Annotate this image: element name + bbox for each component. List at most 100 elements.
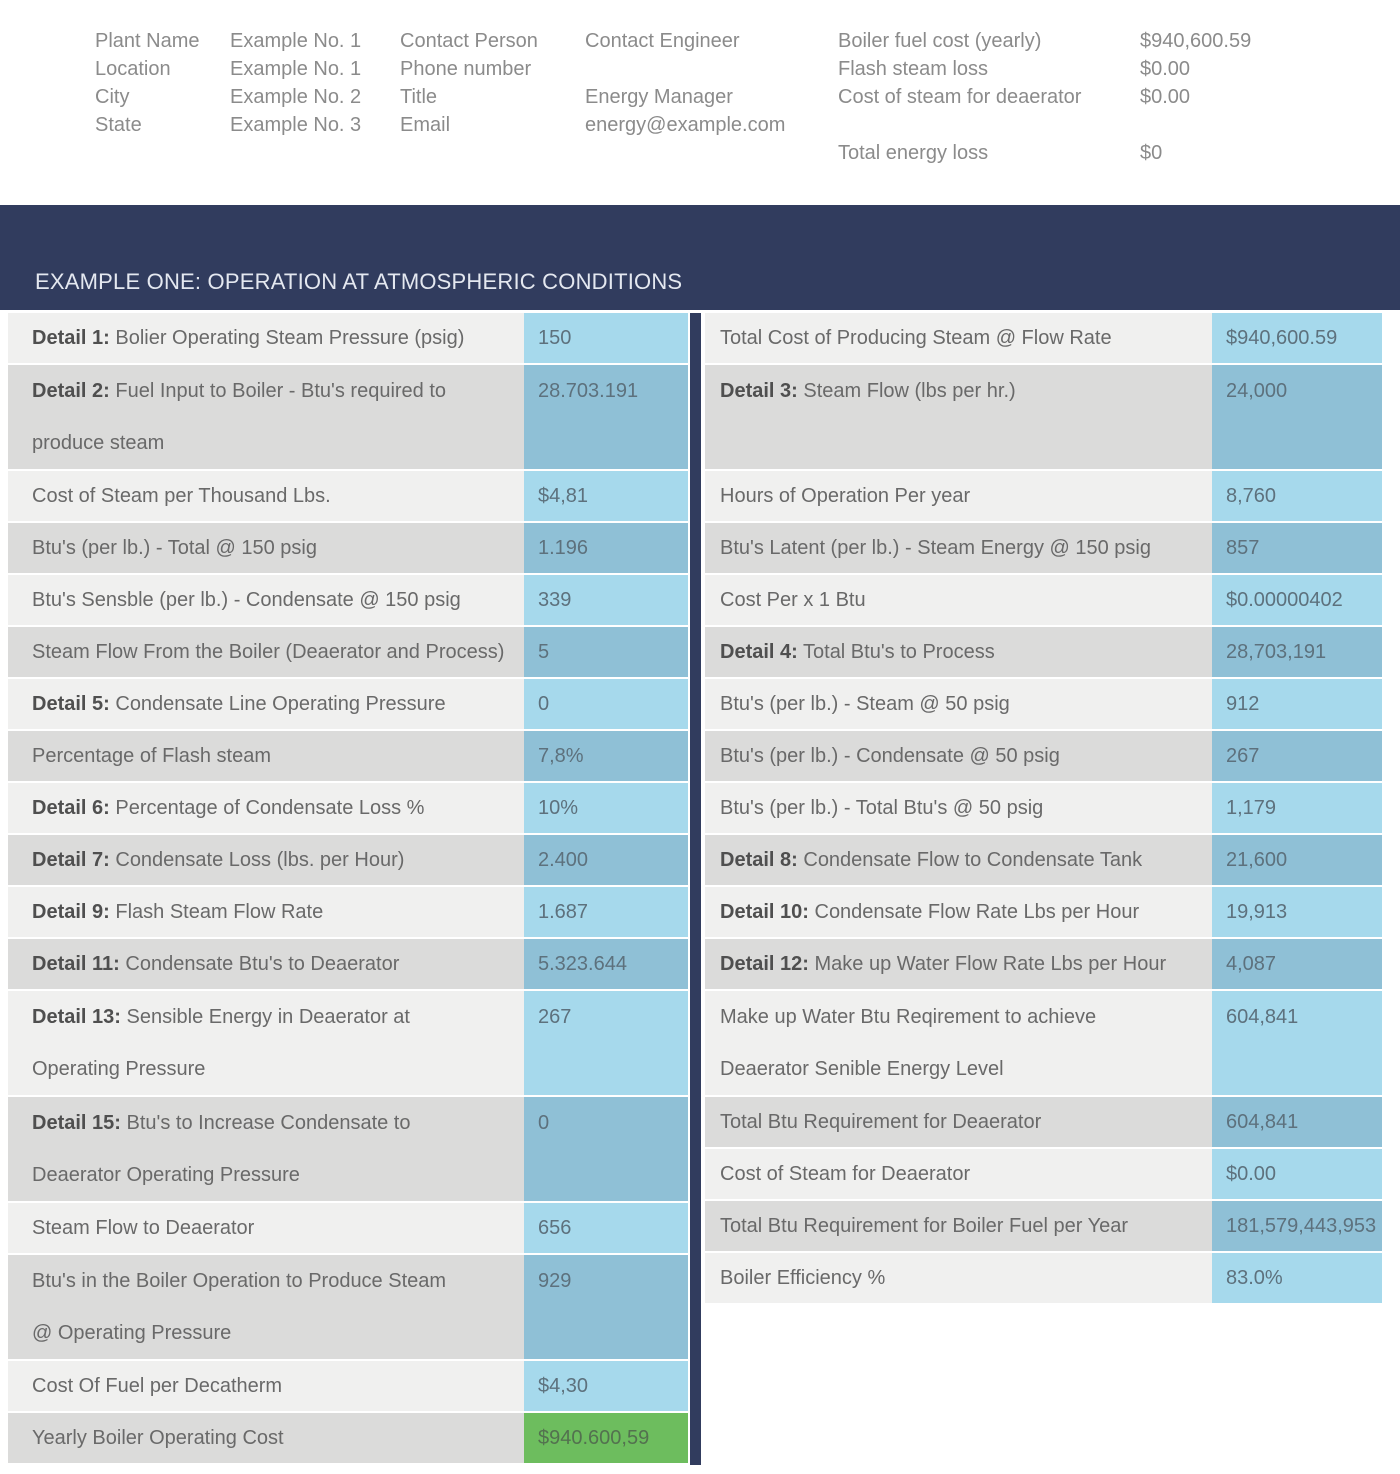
detail-prefix: Detail 7: [32, 849, 110, 871]
detail-prefix: Detail 11: [32, 953, 120, 975]
field-label [838, 111, 1140, 139]
plant-info-group: Plant Name Example No. 1 Location Example … [95, 27, 361, 139]
column-divider [690, 313, 701, 1465]
row-label: Make up Water Btu Reqirement to achieve D… [720, 1006, 1097, 1080]
table-row: Cost of Steam per Thousand Lbs. $4,81 [8, 471, 688, 521]
row-label: Detail 3: Steam Flow (lbs per hr.) [720, 380, 1016, 402]
row-value: 1,179 [1212, 783, 1382, 833]
field-value: $940,600.59 [1140, 30, 1252, 52]
field-value: energy@example.com [585, 114, 786, 136]
field-label: Contact Person [400, 30, 538, 52]
row-value: 0 [524, 1097, 688, 1201]
field-value: $0.00 [1140, 58, 1191, 80]
calculation-tables: Detail 1: Bolier Operating Steam Pressur… [0, 313, 1400, 1465]
table-row: Btu's (per lb.) - Condensate @ 50 psig 26… [705, 731, 1382, 781]
row-value: 7,8% [524, 731, 688, 781]
table-row: Steam Flow From the Boiler (Deaerator an… [8, 627, 688, 677]
row-label: Detail 1: Bolier Operating Steam Pressur… [32, 327, 465, 349]
row-label: Boiler Efficiency % [720, 1267, 886, 1289]
row-label: Btu's (per lb.) - Condensate @ 50 psig [720, 745, 1060, 767]
table-row: Detail 13: Sensible Energy in Deaerator … [8, 991, 688, 1095]
row-label: Yearly Boiler Operating Cost [32, 1427, 284, 1449]
row-label: Btu's (per lb.) - Steam @ 50 psig [720, 693, 1010, 715]
table-row: Steam Flow to Deaerator 656 [8, 1203, 688, 1253]
contact-info-group: Contact Person Contact Engineer Phone num… [400, 27, 785, 139]
field-value: $0.00 [1140, 86, 1191, 108]
row-label: Btu's Latent (per lb.) - Steam Energy @ … [720, 537, 1151, 559]
table-row: Percentage of Flash steam 7,8% [8, 731, 688, 781]
row-value: $940,600.59 [1212, 313, 1382, 363]
row-label: Detail 6: Percentage of Condensate Loss … [32, 797, 425, 819]
field-label: Plant Name [95, 30, 200, 52]
table-row: Detail 4: Total Btu's to Process 28,703,1… [705, 627, 1382, 677]
row-value: 28,703,191 [1212, 627, 1382, 677]
row-value: 1.196 [524, 523, 688, 573]
row-label: Total Btu Requirement for Deaerator [720, 1111, 1042, 1133]
row-value: 1.687 [524, 887, 688, 937]
row-value: 267 [1212, 731, 1382, 781]
row-value: 2.400 [524, 835, 688, 885]
detail-prefix: Detail 15: [32, 1112, 121, 1134]
field-label: Boiler fuel cost (yearly) [838, 30, 1042, 52]
table-row: Btu's Latent (per lb.) - Steam Energy @ … [705, 523, 1382, 573]
row-label: Hours of Operation Per year [720, 485, 971, 507]
field-label: Title [400, 86, 438, 108]
detail-prefix: Detail 8: [720, 849, 798, 871]
table-row: Detail 10: Condensate Flow Rate Lbs per … [705, 887, 1382, 937]
table-row: Yearly Boiler Operating Cost $940.600,59 [8, 1413, 688, 1463]
row-label: Detail 11: Condensate Btu's to Deaerator [32, 953, 400, 975]
detail-prefix: Detail 3: [720, 380, 798, 402]
field-value: Example No. 3 [230, 114, 362, 136]
table-row: Cost of Steam for Deaerator $0.00 [705, 1149, 1382, 1199]
header-line: Cost of steam for deaerator $0.00 [838, 83, 1251, 111]
row-value: 150 [524, 313, 688, 363]
field-value: $0 [1140, 142, 1163, 164]
header-line: Boiler fuel cost (yearly) $940,600.59 [838, 27, 1251, 55]
table-row: Detail 15: Btu's to Increase Condensate … [8, 1097, 688, 1201]
table-row: Detail 12: Make up Water Flow Rate Lbs p… [705, 939, 1382, 989]
table-row: Detail 6: Percentage of Condensate Loss … [8, 783, 688, 833]
field-label: Total energy loss [838, 142, 989, 164]
row-label: Detail 12: Make up Water Flow Rate Lbs p… [720, 953, 1167, 975]
row-label: Cost of Steam per Thousand Lbs. [32, 485, 331, 507]
table-row: Detail 3: Steam Flow (lbs per hr.) 24,000 [705, 365, 1382, 469]
table-row: Detail 5: Condensate Line Operating Pres… [8, 679, 688, 729]
row-label: Detail 2: Fuel Input to Boiler - Btu's r… [32, 380, 447, 454]
row-value: 267 [524, 991, 688, 1095]
header-line: Phone number [400, 55, 785, 83]
row-label: Detail 10: Condensate Flow Rate Lbs per … [720, 901, 1140, 923]
table-row: Total Btu Requirement for Boiler Fuel pe… [705, 1201, 1382, 1251]
row-label: Detail 13: Sensible Energy in Deaerator … [32, 1006, 410, 1080]
table-row: Total Cost of Producing Steam @ Flow Rat… [705, 313, 1382, 363]
row-value: $4,30 [524, 1361, 688, 1411]
table-row: Make up Water Btu Reqirement to achieve D… [705, 991, 1382, 1095]
row-value: 181,579,443,953 [1212, 1201, 1382, 1251]
row-value: 929 [524, 1255, 688, 1359]
row-value: 10% [524, 783, 688, 833]
table-row: Total Btu Requirement for Deaerator 604,8… [705, 1097, 1382, 1147]
table-row: Btu's Sensble (per lb.) - Condensate @ 1… [8, 575, 688, 625]
row-value: 28.703.191 [524, 365, 688, 469]
row-value: 24,000 [1212, 365, 1382, 469]
section-banner: EXAMPLE ONE: OPERATION AT ATMOSPHERIC CO… [0, 205, 1400, 310]
row-value: $0.00000402 [1212, 575, 1382, 625]
section-title: EXAMPLE ONE: OPERATION AT ATMOSPHERIC CO… [35, 269, 683, 294]
row-value: 83.0% [1212, 1253, 1382, 1303]
row-value: 0 [524, 679, 688, 729]
table-row: Btu's (per lb.) - Steam @ 50 psig 912 [705, 679, 1382, 729]
field-value: Example No. 1 [230, 30, 362, 52]
row-label: Btu's (per lb.) - Total @ 150 psig [32, 537, 317, 559]
header-line: Location Example No. 1 [95, 55, 361, 83]
table-row: Boiler Efficiency % 83.0% [705, 1253, 1382, 1303]
row-value: 4,087 [1212, 939, 1382, 989]
field-label: Location [95, 58, 171, 80]
row-value: 5.323.644 [524, 939, 688, 989]
table-row: Detail 7: Condensate Loss (lbs. per Hour… [8, 835, 688, 885]
field-label: State [95, 114, 142, 136]
row-label: Detail 7: Condensate Loss (lbs. per Hour… [32, 849, 405, 871]
header-line: Contact Person Contact Engineer [400, 27, 785, 55]
row-label: Detail 5: Condensate Line Operating Pres… [32, 693, 446, 715]
header-line: State Example No. 3 [95, 111, 361, 139]
detail-prefix: Detail 13: [32, 1006, 121, 1028]
header-line: Flash steam loss $0.00 [838, 55, 1251, 83]
